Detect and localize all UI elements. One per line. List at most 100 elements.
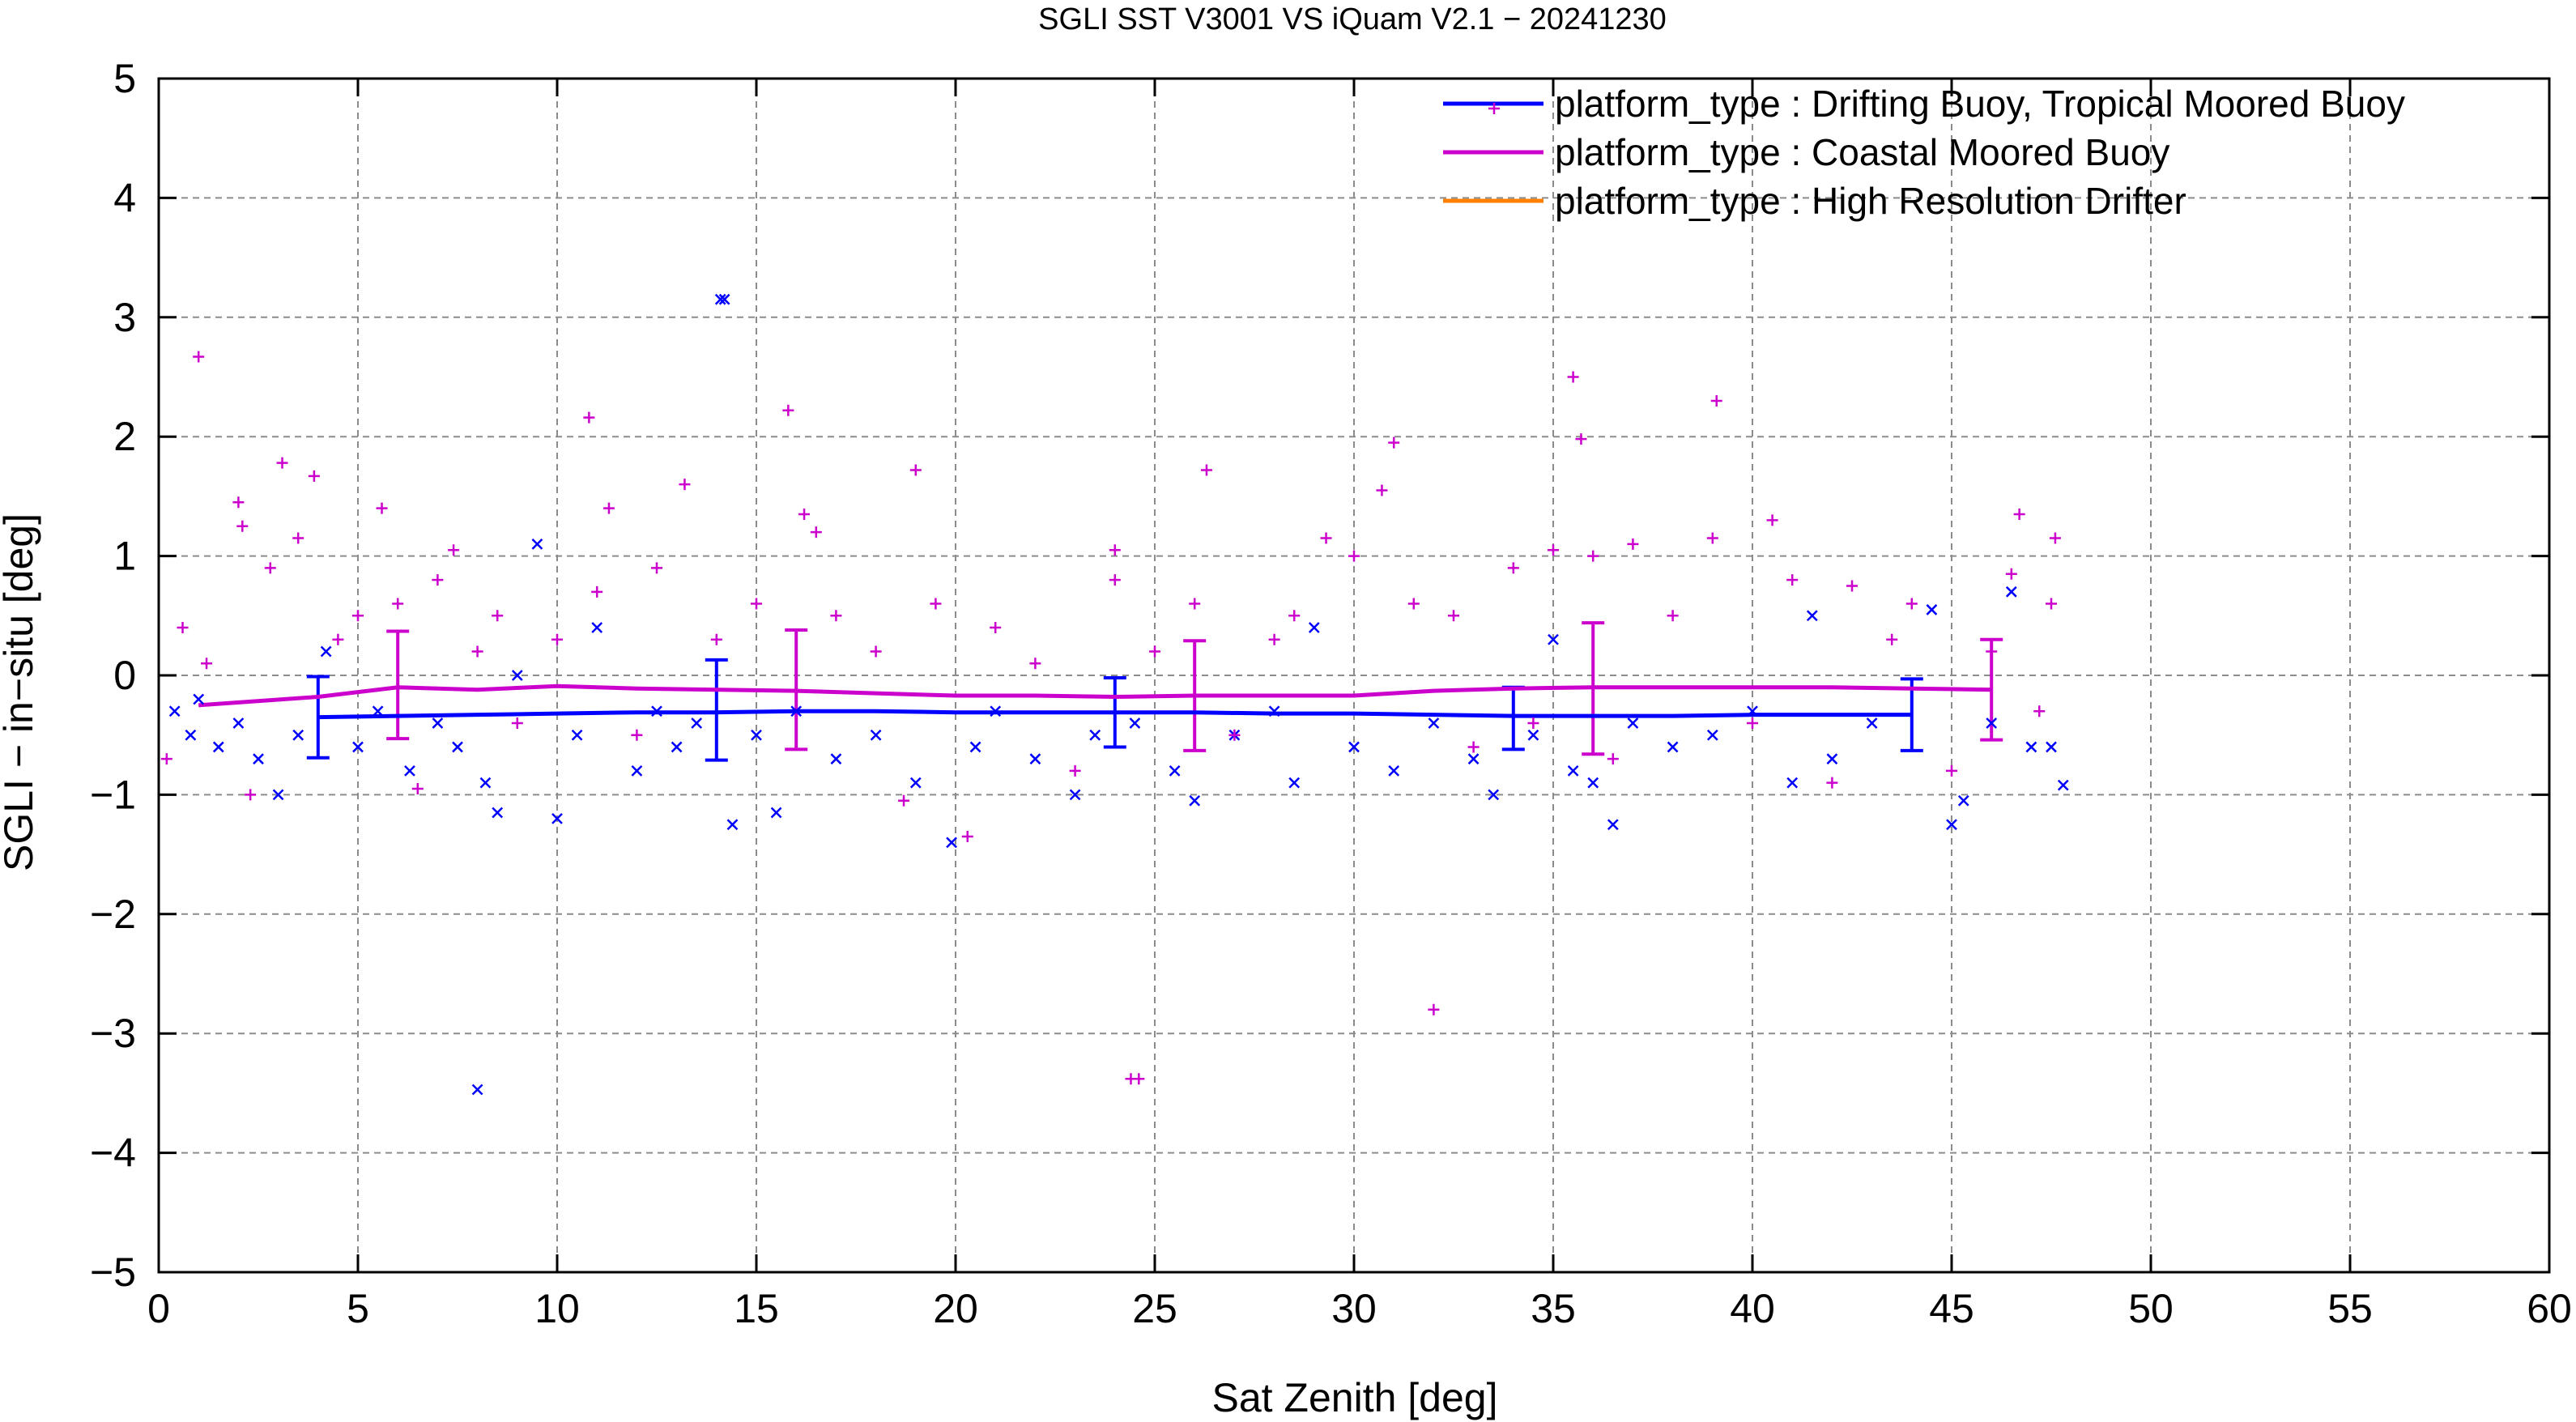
- data-point-series-1: [909, 464, 922, 476]
- data-point-series-0: [1288, 777, 1301, 789]
- y-tick-label: 1: [113, 534, 136, 579]
- data-point-series-1: [798, 509, 811, 521]
- x-tick-label: 45: [1929, 1286, 1974, 1331]
- data-point-series-0: [452, 741, 463, 753]
- data-point-series-0: [1308, 622, 1320, 633]
- legend-label-0: platform_type : Drifting Buoy, Tropical …: [1555, 83, 2405, 125]
- data-point-series-0: [185, 729, 197, 741]
- data-point-series-1: [352, 610, 364, 622]
- data-point-series-0: [492, 807, 504, 819]
- data-point-series-1: [1448, 610, 1459, 622]
- data-point-series-1: [551, 633, 563, 645]
- y-axis-label: SGLI − in−situ [deg]: [0, 513, 41, 871]
- data-point-series-1: [1607, 753, 1619, 765]
- data-point-series-1: [751, 598, 762, 610]
- y-tick-label: 3: [113, 295, 136, 340]
- data-point-series-1: [1376, 484, 1388, 496]
- data-point-series-0: [1587, 777, 1599, 789]
- data-point-series-0: [726, 819, 739, 831]
- mean-curves: [198, 683, 1992, 720]
- data-point-series-0: [352, 741, 364, 753]
- data-point-series-1: [1706, 532, 1718, 544]
- data-point-series-0: [1029, 753, 1041, 765]
- data-point-series-0: [870, 729, 882, 741]
- data-point-series-1: [1109, 544, 1121, 556]
- data-point-series-1: [2013, 509, 2025, 521]
- data-point-series-1: [710, 633, 722, 645]
- data-point-series-0: [990, 705, 1002, 717]
- data-point-series-0: [1548, 633, 1559, 645]
- data-point-series-1: [471, 645, 483, 658]
- data-point-series-0: [1667, 741, 1679, 753]
- data-point-series-1: [990, 622, 1002, 634]
- chart-title: SGLI SST V3001 VS iQuam V2.1 − 20241230: [1038, 2, 1667, 36]
- data-point-series-1: [782, 404, 794, 416]
- data-point-series-1: [1627, 538, 1639, 550]
- y-tick-label: 0: [113, 653, 136, 698]
- data-point-series-1: [1268, 633, 1280, 645]
- data-point-series-0: [909, 777, 922, 789]
- data-point-series-0: [320, 645, 332, 658]
- x-tick-label: 10: [534, 1286, 580, 1331]
- data-point-series-0: [1826, 753, 1838, 765]
- data-point-series-0: [232, 717, 245, 729]
- data-point-series-0: [1348, 741, 1360, 753]
- data-point-series-0: [1567, 765, 1579, 777]
- x-tick-label: 40: [1730, 1286, 1775, 1331]
- data-point-series-0: [1388, 765, 1400, 777]
- data-point-series-1: [201, 658, 213, 670]
- data-point-series-1: [160, 753, 172, 765]
- data-point-series-0: [790, 705, 803, 717]
- data-point-series-0: [751, 729, 762, 741]
- y-tick-label: 2: [113, 414, 136, 459]
- legend-label-2: platform_type : High Resolution Drifter: [1555, 180, 2186, 222]
- data-point-series-0: [372, 705, 384, 717]
- data-point-series-0: [253, 753, 264, 765]
- data-point-series-1: [830, 610, 842, 622]
- data-point-series-1: [193, 351, 205, 363]
- data-point-series-1: [591, 585, 603, 598]
- x-axis-label: Sat Zenith [deg]: [1211, 1375, 1497, 1420]
- x-tick-label: 25: [1132, 1286, 1177, 1331]
- y-tick-label: −1: [90, 772, 136, 817]
- data-point-series-1: [1527, 717, 1539, 729]
- data-point-series-1: [177, 622, 189, 634]
- data-point-series-0: [1089, 729, 1101, 741]
- data-point-series-0: [1129, 717, 1141, 729]
- x-tick-label: 30: [1331, 1286, 1377, 1331]
- data-point-series-1: [1149, 645, 1160, 658]
- data-point-series-1: [308, 470, 320, 482]
- data-point-series-1: [651, 562, 662, 574]
- x-tick-label: 15: [734, 1286, 779, 1331]
- data-point-series-0: [471, 1084, 483, 1096]
- data-point-series-1: [1548, 544, 1559, 556]
- data-point-series-0: [292, 729, 304, 741]
- data-point-series-0: [1268, 705, 1280, 717]
- data-point-series-1: [1189, 598, 1201, 610]
- data-point-series-0: [1866, 717, 1878, 729]
- data-point-series-0: [531, 538, 543, 550]
- data-point-series-0: [1488, 789, 1500, 801]
- data-point-series-1: [1133, 1073, 1145, 1085]
- data-point-series-0: [479, 777, 492, 789]
- data-point-series-0: [404, 765, 415, 777]
- data-point-series-1: [432, 574, 444, 586]
- x-tick-label: 5: [347, 1286, 369, 1331]
- data-point-series-1: [1069, 764, 1081, 777]
- data-point-series-0: [551, 812, 563, 824]
- data-point-series-1: [1348, 550, 1360, 562]
- data-point-series-1: [1407, 598, 1420, 610]
- data-point-series-1: [292, 532, 304, 544]
- data-point-series-0: [212, 741, 224, 753]
- data-point-series-1: [376, 502, 388, 514]
- data-point-series-0: [770, 807, 782, 819]
- data-point-series-1: [810, 526, 822, 539]
- y-tick-label: −3: [90, 1011, 136, 1056]
- data-point-series-1: [1886, 633, 1898, 645]
- data-point-series-1: [1029, 658, 1041, 670]
- data-point-series-0: [2057, 779, 2069, 791]
- data-point-series-0: [571, 729, 583, 741]
- data-point-series-0: [714, 293, 726, 305]
